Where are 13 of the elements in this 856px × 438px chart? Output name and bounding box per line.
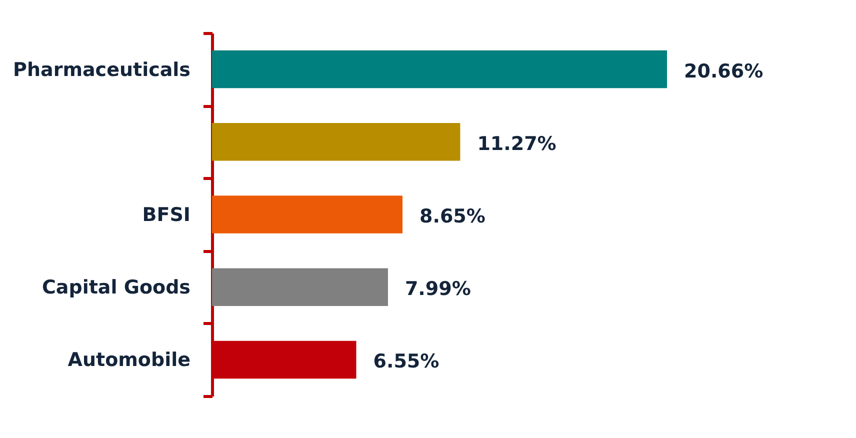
data-label: 8.65% xyxy=(420,206,486,228)
bar xyxy=(212,50,667,88)
data-label: 6.55% xyxy=(373,350,440,373)
data-label: 11.27% xyxy=(477,132,556,155)
bar xyxy=(212,196,402,234)
bar xyxy=(212,123,460,161)
data-label: 20.66% xyxy=(684,60,764,82)
bar xyxy=(212,268,388,306)
y-tick-label: Automobile xyxy=(68,349,190,372)
y-tick-label: BFSI xyxy=(142,204,190,226)
data-label: 7.99% xyxy=(404,278,471,300)
y-tick-label: Pharmaceuticals xyxy=(13,58,190,81)
y-tick-label: Capital Goods xyxy=(42,276,190,299)
